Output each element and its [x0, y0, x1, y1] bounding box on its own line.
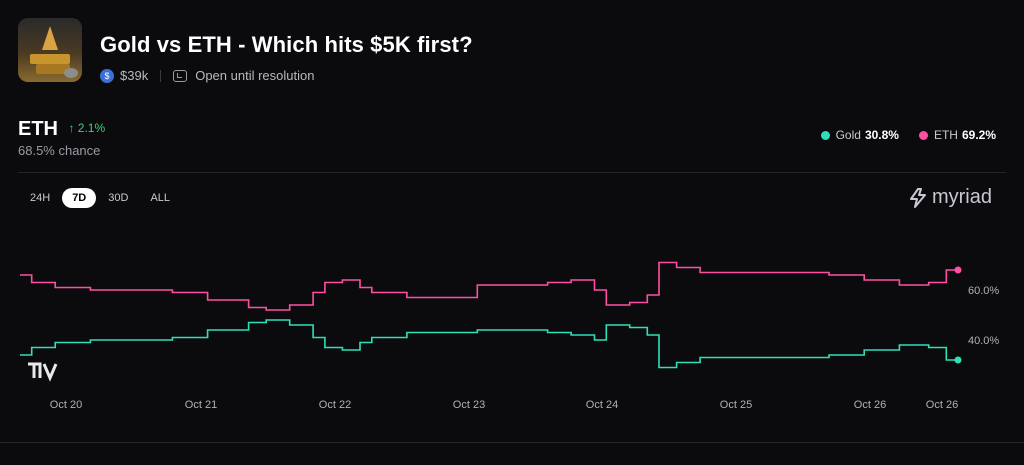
range-24h[interactable]: 24H [30, 192, 51, 204]
legend-value: 30.8% [864, 128, 899, 142]
series-line-gold [20, 319, 958, 369]
outcome-change: ↑ 2.1% [68, 121, 106, 135]
market-status: Open until resolution [195, 68, 315, 83]
legend-label: ETH [933, 128, 958, 142]
chart-lines [20, 261, 962, 369]
gold-bar-icon [36, 64, 70, 74]
legend-item-eth[interactable]: ETH 69.2% [918, 128, 996, 142]
market-thumbnail[interactable] [18, 18, 82, 82]
y-tick-label: 60.0% [968, 285, 999, 297]
market-volume: $39k [120, 68, 149, 83]
legend-value: 69.2% [961, 128, 996, 142]
time-range-selector: 24H 7D 30D ALL [20, 188, 182, 208]
y-axis-ticks: 60.0% 40.0% [968, 285, 999, 347]
series-endpoint-eth[interactable] [954, 266, 962, 274]
chart-legend: Gold 30.8% ETH 69.2% [801, 128, 996, 142]
x-tick-label: Oct 24 [586, 399, 618, 411]
x-tick-label: Oct 26 [926, 399, 958, 411]
legend-item-gold[interactable]: Gold 30.8% [820, 128, 899, 142]
eth-gem-icon [42, 26, 58, 50]
meta-divider [160, 69, 162, 82]
clock-icon [173, 69, 188, 82]
legend-dot-eth [918, 130, 928, 140]
outcome-name: ETH [18, 118, 58, 140]
series-line-eth [20, 261, 958, 311]
x-tick-label: Oct 20 [50, 399, 82, 411]
probability-chart: Oct 20 Oct 21 Oct 22 Oct 23 Oct 24 Oct 25 Oct … [20, 261, 999, 411]
x-tick-label: Oct 26 [854, 399, 886, 411]
x-tick-label: Oct 22 [319, 399, 351, 411]
range-all[interactable]: ALL [150, 192, 171, 204]
section-divider [18, 172, 1006, 173]
tradingview-logo-icon [28, 362, 58, 382]
dollar-coin-icon: $ [100, 68, 114, 83]
brand-name: myriad [931, 186, 992, 208]
footer-divider [0, 442, 1024, 443]
legend-dot-gold [820, 130, 830, 140]
legend-label: Gold [835, 128, 861, 142]
myriad-logo-icon [909, 187, 926, 208]
series-endpoint-gold[interactable] [954, 356, 962, 364]
market-title: Gold vs ETH - Which hits $5K first? [100, 32, 473, 57]
range-30d[interactable]: 30D [108, 192, 129, 204]
x-tick-label: Oct 25 [720, 399, 752, 411]
selected-outcome-stat: ETH ↑ 2.1% 68.5% chance [18, 118, 105, 158]
rock-icon [64, 68, 78, 78]
range-7d[interactable]: 7D [62, 188, 97, 208]
x-tick-label: Oct 23 [453, 399, 485, 411]
outcome-chance: 68.5% chance [18, 143, 101, 158]
x-tick-label: Oct 21 [185, 399, 217, 411]
brand-logo[interactable]: myriad [909, 186, 992, 209]
y-tick-label: 40.0% [968, 335, 999, 347]
x-axis-ticks: Oct 20 Oct 21 Oct 22 Oct 23 Oct 24 Oct 25 Oct … [50, 399, 958, 411]
market-header: Gold vs ETH - Which hits $5K first? $ $3… [18, 18, 473, 83]
gold-bar-icon [30, 54, 70, 64]
